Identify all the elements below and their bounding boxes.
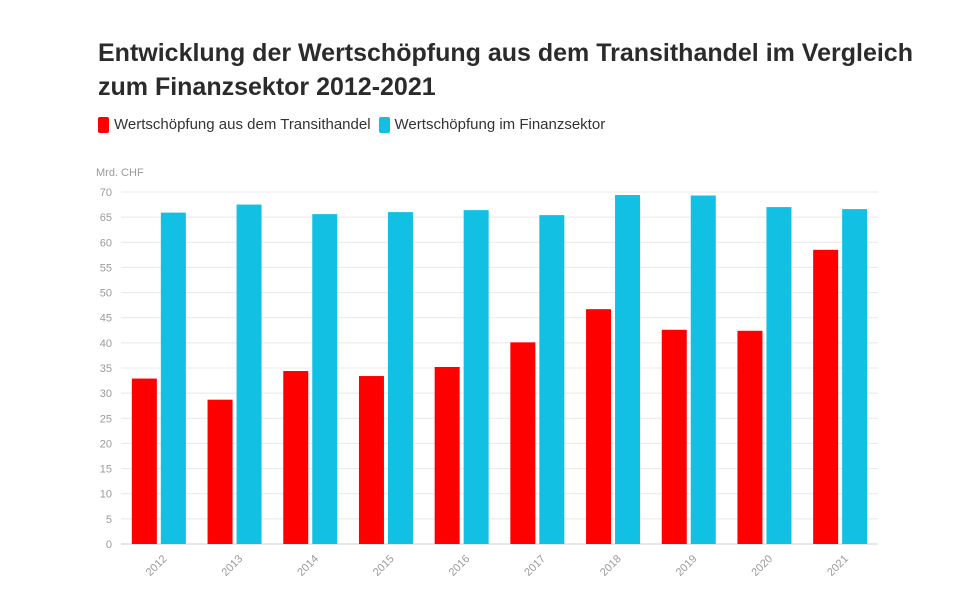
y-tick-label: 40: [100, 338, 112, 350]
chart-title: Entwicklung der Wertschöpfung aus dem Tr…: [98, 39, 913, 101]
bar-transithandel-2013[interactable]: [207, 399, 233, 544]
y-axis-unit-label: Mrd. CHF: [96, 167, 144, 179]
y-tick-label: 65: [100, 212, 112, 224]
x-tick-label: 2015: [371, 553, 397, 579]
y-tick-label: 25: [100, 413, 112, 425]
gridlines: [121, 191, 878, 545]
bar-finanzsektor-2021[interactable]: [842, 209, 868, 544]
x-tick-label: 2017: [522, 553, 548, 579]
bar-transithandel-2019[interactable]: [661, 329, 687, 544]
bar-transithandel-2018[interactable]: [586, 309, 612, 544]
legend-label-finanzsektor: Wertschöpfung im Finanzsektor: [394, 116, 606, 133]
bar-finanzsektor-2012[interactable]: [160, 212, 186, 545]
bar-transithandel-2021[interactable]: [813, 249, 839, 545]
bar-finanzsektor-2018[interactable]: [615, 195, 641, 544]
x-tick-label: 2019: [674, 553, 700, 579]
y-tick-label: 55: [100, 262, 112, 274]
legend-swatch-transithandel: [98, 116, 109, 133]
bar-transithandel-2017[interactable]: [510, 342, 536, 544]
bar-transithandel-2015[interactable]: [358, 376, 384, 544]
y-tick-label: 0: [106, 539, 112, 551]
y-tick-label: 45: [100, 313, 112, 325]
x-tick-label: 2012: [144, 553, 170, 579]
y-tick-label: 5: [106, 514, 112, 526]
x-tick-labels: 2012 2013 2014 2015 2016 2017 2018 2019 2020 2021: [144, 553, 851, 579]
bar-transithandel-2020[interactable]: [737, 330, 763, 544]
x-tick-label: 2013: [220, 553, 246, 579]
bar-finanzsektor-2019[interactable]: [690, 195, 716, 544]
bar-finanzsektor-2015[interactable]: [387, 212, 413, 544]
legend-swatch-finanzsektor: [378, 116, 390, 133]
x-tick-label: 2020: [749, 553, 775, 579]
y-tick-label: 50: [100, 288, 112, 300]
legend-label-transithandel: Wertschöpfung aus dem Transithandel: [114, 116, 371, 133]
y-tick-label: 20: [100, 438, 112, 450]
bar-finanzsektor-2017[interactable]: [539, 215, 565, 545]
y-tick-label: 70: [100, 187, 112, 199]
y-tick-label: 60: [100, 237, 112, 249]
bar-finanzsektor-2013[interactable]: [236, 204, 262, 545]
y-tick-label: 10: [100, 489, 112, 501]
bar-transithandel-2012[interactable]: [131, 378, 157, 544]
y-tick-labels: 0 5 10 15 20 25 30 35 40 45 50 55 60 65 70: [100, 187, 112, 551]
x-tick-label: 2018: [598, 553, 624, 579]
y-tick-label: 15: [100, 464, 112, 476]
bar-finanzsektor-2014[interactable]: [312, 214, 338, 544]
y-tick-label: 35: [100, 363, 112, 375]
x-tick-label: 2021: [825, 553, 851, 579]
x-tick-label: 2016: [447, 553, 473, 579]
bar-finanzsektor-2020[interactable]: [766, 207, 792, 545]
bar-finanzsektor-2016[interactable]: [463, 210, 489, 545]
legend-item-transithandel[interactable]: Wertschöpfung aus dem Transithandel: [98, 116, 371, 133]
bar-transithandel-2016[interactable]: [434, 366, 460, 544]
bars: [131, 195, 868, 545]
x-tick-label: 2014: [295, 553, 321, 579]
legend: Wertschöpfung aus dem Transithandel Wert…: [98, 116, 613, 133]
legend-item-finanzsektor[interactable]: Wertschöpfung im Finanzsektor: [378, 116, 606, 133]
y-tick-label: 30: [100, 388, 112, 400]
bar-transithandel-2014[interactable]: [283, 371, 309, 544]
